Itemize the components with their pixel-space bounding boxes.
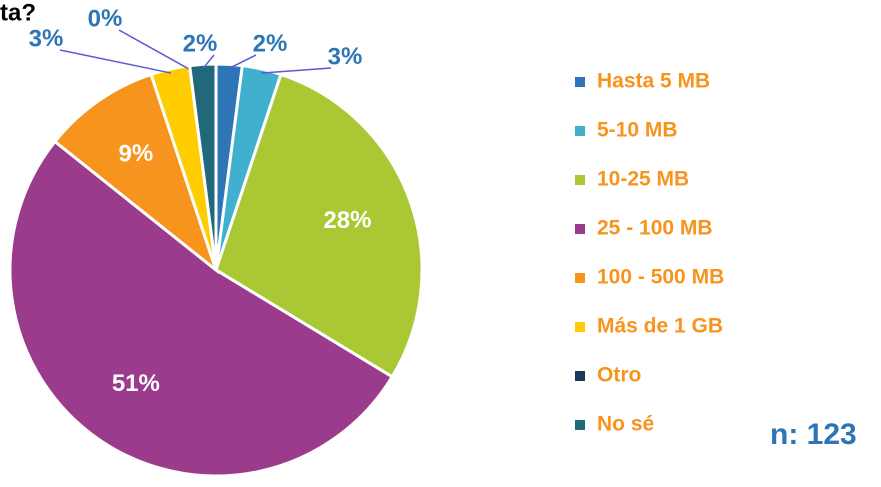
legend-label: 5-10 MB <box>597 119 678 142</box>
pie-slice <box>187 62 218 271</box>
chart-title: ta? <box>0 0 36 26</box>
legend-swatch <box>575 224 585 234</box>
data-label: 2% <box>183 30 218 57</box>
legend-label: 25 - 100 MB <box>597 217 713 240</box>
data-label: 2% <box>253 30 288 57</box>
legend-label: Otro <box>597 364 641 387</box>
leader-line <box>59 49 172 74</box>
legend-swatch <box>575 420 585 430</box>
data-label: 0% <box>88 5 123 32</box>
legend-swatch <box>575 126 585 136</box>
legend-swatch <box>575 371 585 381</box>
legend-label: Hasta 5 MB <box>597 70 710 93</box>
legend-label: 100 - 500 MB <box>597 266 724 289</box>
data-label: 28% <box>323 207 371 234</box>
data-label: 3% <box>29 25 64 52</box>
legend-swatch <box>575 273 585 283</box>
pie-slice <box>214 72 424 379</box>
legend-label: Más de 1 GB <box>597 315 723 338</box>
leader-line <box>202 54 215 69</box>
legend-swatch <box>575 77 585 87</box>
data-label: 9% <box>119 140 154 167</box>
leader-line <box>118 29 191 71</box>
data-label: 51% <box>112 370 160 397</box>
leader-line <box>260 67 332 74</box>
leader-line <box>228 54 257 70</box>
data-label: 3% <box>328 43 363 70</box>
legend-swatch <box>575 175 585 185</box>
legend-swatch <box>575 322 585 332</box>
legend-label: 10-25 MB <box>597 168 689 191</box>
sample-size: n: 123 <box>770 418 857 451</box>
legend-label: No sé <box>597 413 654 436</box>
pie-slice <box>52 72 220 275</box>
pie-slice <box>8 139 395 478</box>
